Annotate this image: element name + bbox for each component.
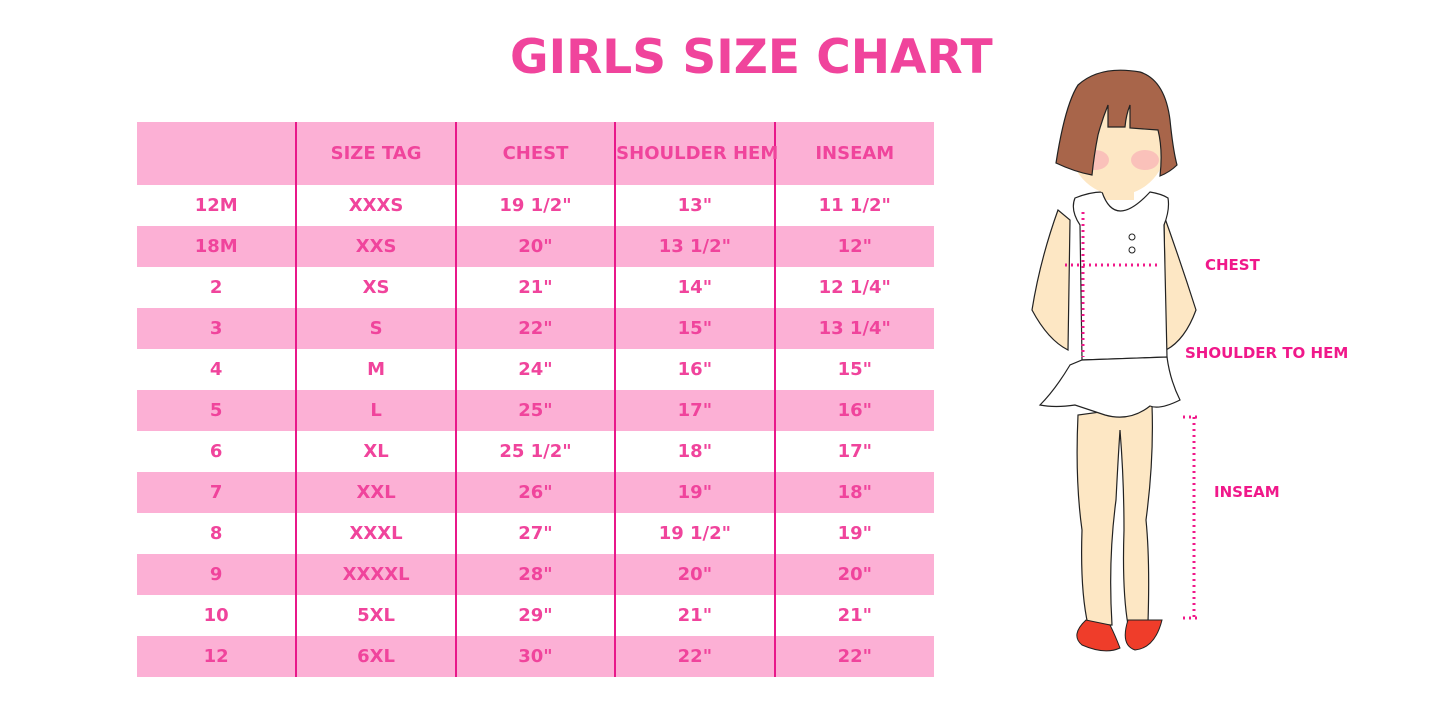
table-cell: 24" — [454, 349, 616, 390]
table-cell: 20" — [773, 554, 934, 595]
table-row: 4 M 24" 16" 15" — [137, 349, 934, 390]
table-cell: 25" — [454, 390, 616, 431]
arms — [1031, 208, 1071, 351]
table-cell: 12 1/4" — [773, 267, 934, 308]
table-cell: 6 — [137, 431, 297, 472]
column-header: SHOULDER HEM — [614, 122, 778, 185]
column-header: CHEST — [454, 122, 616, 185]
shoulder-to-hem-label: SHOULDER TO HEM — [1185, 344, 1349, 362]
table-cell: 18" — [614, 431, 775, 472]
table-cell: 15" — [773, 349, 934, 390]
table-cell: 12" — [773, 226, 934, 267]
table-cell: XXL — [295, 472, 456, 513]
table-cell: 11 1/2" — [773, 185, 934, 226]
column-header: INSEAM — [773, 122, 934, 185]
shoes — [1076, 619, 1121, 652]
table-cell: 21" — [773, 595, 934, 636]
table-cell: 14" — [614, 267, 775, 308]
table-cell: 21" — [454, 267, 616, 308]
column-header: SIZE TAG — [295, 122, 456, 185]
table-cell: 28" — [454, 554, 616, 595]
hair — [1055, 69, 1178, 177]
table-row: 5 L 25" 17" 16" — [137, 390, 934, 431]
table-row: 3 S 22" 15" 13 1/4" — [137, 308, 934, 349]
table-cell: 5 — [137, 390, 297, 431]
table-cell: 30" — [454, 636, 616, 677]
table-cell: 7 — [137, 472, 297, 513]
table-row: 12M XXXS 19 1/2" 13" 11 1/2" — [137, 185, 934, 226]
table-cell: 12 — [137, 636, 297, 677]
table-cell: 20" — [454, 226, 616, 267]
table-cell: 12M — [137, 185, 297, 226]
legs — [1076, 404, 1153, 626]
table-cell: 22" — [773, 636, 934, 677]
table-cell: 16" — [773, 390, 934, 431]
table-cell: 5XL — [295, 595, 456, 636]
shirt — [1072, 191, 1170, 361]
table-header-row: SIZE TAG CHEST SHOULDER HEM INSEAM — [137, 122, 934, 185]
table-row: 6 XL 25 1/2" 18" 17" — [137, 431, 934, 472]
table-row: 8 XXXL 27" 19 1/2" 19" — [137, 513, 934, 554]
table-cell: 20" — [614, 554, 775, 595]
table-cell: 17" — [773, 431, 934, 472]
table-cell: 19 1/2" — [614, 513, 775, 554]
shoes — [1124, 619, 1163, 651]
table-cell: L — [295, 390, 456, 431]
table-cell: 27" — [454, 513, 616, 554]
table-cell: 25 1/2" — [454, 431, 616, 472]
table-cell: 29" — [454, 595, 616, 636]
table-cell: 18" — [773, 472, 934, 513]
table-cell: 2 — [137, 267, 297, 308]
chest-label: CHEST — [1205, 256, 1260, 274]
table-cell: XXXS — [295, 185, 456, 226]
table-cell: XXS — [295, 226, 456, 267]
girl-measurement-illustration — [1031, 69, 1201, 652]
table-cell: 4 — [137, 349, 297, 390]
table-cell: 21" — [614, 595, 775, 636]
table-cell: 8 — [137, 513, 297, 554]
table-cell: 17" — [614, 390, 775, 431]
table-cell: 19" — [614, 472, 775, 513]
table-cell: 13 1/2" — [614, 226, 775, 267]
table-cell: 10 — [137, 595, 297, 636]
page-title: GIRLS SIZE CHART — [510, 30, 993, 85]
table-cell: XXXXL — [295, 554, 456, 595]
table-row: 12 6XL 30" 22" 22" — [137, 636, 934, 677]
arms — [1161, 209, 1197, 351]
table-cell: 16" — [614, 349, 775, 390]
table-row: 2 XS 21" 14" 12 1/4" — [137, 267, 934, 308]
table-cell: 18M — [137, 226, 297, 267]
table-cell: 15" — [614, 308, 775, 349]
table-cell: M — [295, 349, 456, 390]
table-cell: 9 — [137, 554, 297, 595]
table-row: 7 XXL 26" 19" 18" — [137, 472, 934, 513]
table-cell: 22" — [614, 636, 775, 677]
table-cell: S — [295, 308, 456, 349]
table-row: 18M XXS 20" 13 1/2" 12" — [137, 226, 934, 267]
table-cell: XL — [295, 431, 456, 472]
bloomers — [1038, 356, 1181, 418]
table-cell: 19" — [773, 513, 934, 554]
table-cell: 19 1/2" — [454, 185, 616, 226]
table-cell: 3 — [137, 308, 297, 349]
table-cell: XXXL — [295, 513, 456, 554]
table-cell: 6XL — [295, 636, 456, 677]
table-cell: 13 1/4" — [773, 308, 934, 349]
column-header — [137, 122, 297, 185]
table-cell: 26" — [454, 472, 616, 513]
table-row: 9 XXXXL 28" 20" 20" — [137, 554, 934, 595]
table-row: 10 5XL 29" 21" 21" — [137, 595, 934, 636]
size-table: SIZE TAG CHEST SHOULDER HEM INSEAM 12M XXXS 1… — [137, 122, 934, 677]
table-cell: 22" — [454, 308, 616, 349]
table-cell: 13" — [614, 185, 775, 226]
inseam-label: INSEAM — [1214, 483, 1280, 501]
table-cell: XS — [295, 267, 456, 308]
